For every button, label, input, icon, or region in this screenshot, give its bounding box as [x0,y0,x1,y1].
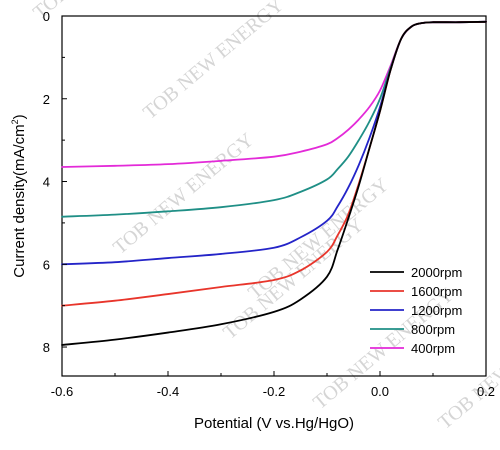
series-line-800rpm [61,20,487,218]
watermark-text: TOB NEW ENERGY [109,129,258,259]
legend: 2000rpm 1600rpm 1200rpm 800rpm 400rpm [370,265,462,356]
x-tick-label: -0.4 [157,384,179,399]
y-axis-title-end: ) [11,114,28,119]
legend-label: 800rpm [411,322,455,337]
x-axis-title: Potential (V vs.Hg/HgO) [194,415,354,432]
watermark-text: TOB NEW ENERGY [139,0,288,124]
x-tick-label: 0.0 [371,384,389,399]
y-tick-label: 2 [43,92,50,107]
y-axis-title: Current density(mA/cm2) [10,114,28,277]
y-tick-label: 4 [43,175,50,190]
legend-label: 2000rpm [411,265,462,280]
y-axis-title-main: Current density(mA/cm [11,124,28,277]
x-tick-label: 0.2 [477,384,495,399]
legend-label: 1200rpm [411,303,462,318]
y-axis-title-superscript: 2 [10,119,20,124]
y-tick-label: 0 [43,9,50,24]
watermark-text: TOB NEW ENERGY [244,174,393,304]
x-tick-label: -0.6 [51,384,73,399]
series-line-2000rpm [61,20,487,346]
series-line-400rpm [61,20,487,168]
watermark-text: TOB NEW ENERGY [219,214,368,344]
ticks-layer: -0.6 -0.4 -0.2 0.0 0.2 0 2 4 6 8 [43,9,495,399]
legend-label: 400rpm [411,341,455,356]
y-tick-label: 6 [43,257,50,272]
series-layer [61,20,487,346]
watermark-text: TOB NEW ENERGY [29,0,178,24]
legend-label: 1600rpm [411,284,462,299]
y-tick-label: 8 [43,340,50,355]
x-tick-label: -0.2 [263,384,285,399]
